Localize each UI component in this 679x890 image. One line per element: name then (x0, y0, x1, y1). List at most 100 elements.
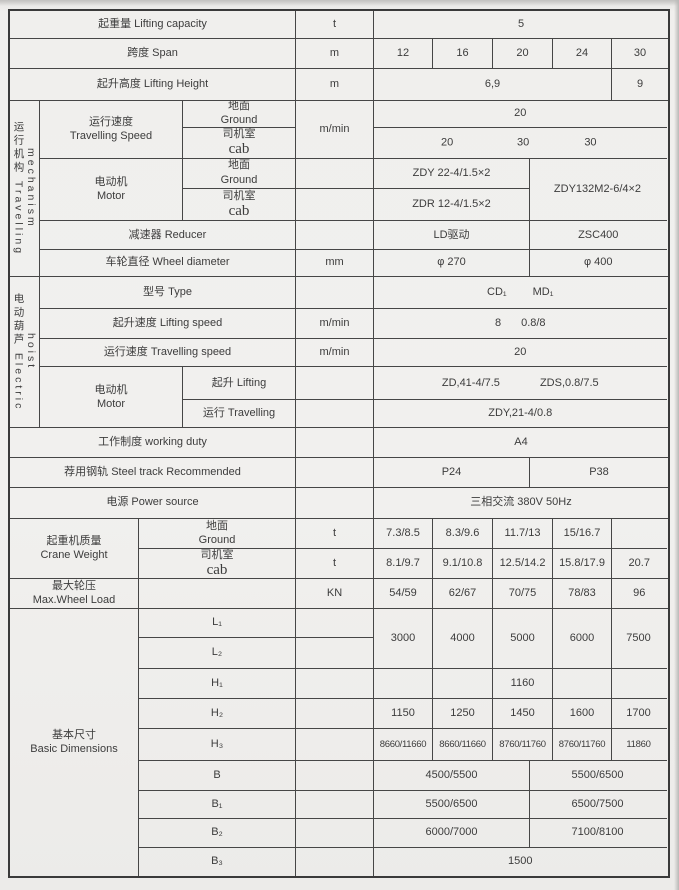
row-travel-motor-group: 电动机 Motor 地面 Ground 司机室 cab (40, 158, 667, 222)
motor-cab-unit-empty (296, 189, 373, 221)
row-hoist-lifting-speed: 起升速度 Lifting speed m/min 8 0.8/8 (40, 308, 667, 339)
power-source-label: 电源 Power source (10, 488, 296, 518)
dim-h1-value (553, 669, 612, 698)
dim-h3-value: 8760/11760 (493, 729, 553, 760)
row-reducer: 减速器 Reducer LD驱动 ZSC400 (40, 221, 667, 251)
row-span: 跨度 Span m 12 16 20 24 30 (10, 39, 668, 69)
dim-b2-value-2: 7100/8100 (571, 826, 624, 839)
crane-weight-ground-en: Ground (198, 534, 236, 546)
max-wheel-load-unit: KN (296, 579, 374, 608)
basic-dimensions-label-en: Basic Dimensions (30, 743, 118, 755)
speed-cab-value: 20 (441, 135, 454, 148)
dim-b-value-2: 5500/6500 (571, 768, 624, 781)
dim-h2-value: 1600 (553, 699, 612, 728)
crane-weight-label-en: Crane Weight (40, 549, 108, 561)
basic-dimensions-label: 基本尺寸 Basic Dimensions (10, 609, 139, 876)
hoist-motor-travelling-unit-empty (296, 400, 373, 426)
row-wheel-diameter: 车轮直径 Wheel diameter mm φ 270 φ 400 (40, 250, 667, 276)
dim-b3-sublabel: B₃ (139, 848, 296, 876)
hoist-motor-travelling-value: ZDY,21-4/0.8 (488, 406, 553, 419)
lifting-height-unit: m (296, 69, 374, 100)
motor-ground-en: Ground (220, 173, 258, 186)
span-value: 20 (493, 39, 553, 68)
crane-weight-cab-en: cab (206, 561, 228, 578)
row-dim-b1: B₁ 5500/6500 6500/7500 (139, 791, 667, 819)
basic-dimensions-label-zh: 基本尺寸 (52, 728, 96, 741)
crane-weight-ground-value: 11.7/13 (493, 519, 553, 549)
hoist-motor-lifting-unit-empty (296, 367, 373, 401)
hoist-motor-label-en: Motor (96, 397, 126, 410)
dim-h2-value: 1150 (374, 699, 433, 728)
hoist-motor-label-zh: 电动机 (94, 383, 128, 396)
hoist-motor-lifting-sublabel: 起升 Lifting (183, 367, 295, 401)
motor-cab-en: cab (228, 203, 250, 220)
span-value: 16 (433, 39, 493, 68)
dim-h3-sublabel: H₃ (139, 729, 296, 760)
crane-weight-cab-zh: 司机室 (200, 549, 234, 561)
hoist-motor-travelling-sublabel: 运行 Travelling (202, 406, 276, 419)
hoist-motor-label: 电动机 Motor (40, 367, 183, 427)
steel-track-value-2: P38 (589, 465, 609, 478)
travelling-speed-label-en: Travelling Speed (69, 129, 153, 142)
steel-track-unit-empty (296, 458, 374, 487)
row-dim-l: L₁ L₂ 3000 4000 5000 6000 7500 (139, 609, 667, 669)
row-hoist-motor-group: 电动机 Motor 起升 Lifting 运行 Travelling ZD,41… (40, 367, 667, 427)
row-power-source: 电源 Power source 三相交流 380V 50Hz (10, 488, 668, 519)
row-dim-h1: H₁ 1160 (139, 669, 667, 699)
row-hoist-travelling-speed: 运行速度 Travelling speed m/min 20 (40, 338, 667, 368)
row-working-duty: 工作制度 working duty A4 (10, 428, 668, 458)
row-dim-h3: H₃ 8660/11660 8660/11660 8760/11760 8760… (139, 729, 667, 761)
power-source-unit-empty (296, 488, 374, 518)
speed-ground-zh: 地面 (228, 101, 250, 113)
dim-h2-sublabel: H₂ (139, 699, 296, 728)
crane-weight-cab-value: 8.1/9.7 (374, 549, 433, 578)
hoist-lifting-speed-unit: m/min (296, 308, 374, 338)
dim-l-value: 6000 (553, 609, 612, 668)
crane-weight-ground-unit: t (296, 519, 373, 549)
crane-weight-ground-value (612, 519, 667, 549)
row-dim-h2: H₂ 1150 1250 1450 1600 1700 (139, 699, 667, 729)
crane-weight-ground-value: 7.3/8.5 (374, 519, 433, 549)
speed-cab-values: 20 30 30 (374, 128, 667, 158)
span-value: 12 (374, 39, 433, 68)
hoist-type-value-md: MD₁ (532, 285, 554, 298)
lifting-height-label: 起升高度 Lifting Height (10, 69, 296, 100)
section-basic-dimensions: 基本尺寸 Basic Dimensions L₁ L₂ 3000 4000 50… (10, 609, 668, 876)
dim-b2-value-1: 6000/7000 (374, 819, 530, 847)
crane-spec-table: 起重量 Lifting capacity t 5 跨度 Span m 12 16… (8, 9, 670, 878)
lifting-height-main: 6,9 (374, 69, 612, 100)
section-travelling-mechanism: 运行机构 Travelling mechanism 运行速度 Travellin… (10, 101, 668, 277)
span-value: 30 (633, 46, 647, 59)
reducer-label: 减速器 Reducer (40, 221, 296, 250)
hoist-lifting-speed-v1: 8 (494, 316, 502, 329)
speed-cab-sublabel: 司机室 cab (183, 128, 295, 158)
travelling-speed-unit: m/min (296, 101, 374, 158)
span-value: 24 (553, 39, 612, 68)
lifting-height-last: 9 (636, 77, 644, 90)
speed-cab-value: 30 (517, 135, 530, 148)
row-max-wheel-load: 最大轮压 Max.Wheel Load KN 54/59 62/67 70/75… (10, 579, 668, 609)
dim-b3-value: 1500 (508, 855, 533, 868)
speed-ground-value: 20 (374, 101, 667, 128)
lifting-capacity-label: 起重量 Lifting capacity (10, 11, 296, 38)
travel-motor-label-zh: 电动机 (94, 175, 128, 188)
hoist-motor-lifting-v2: ZDS,0.8/7.5 (539, 376, 599, 389)
motor-cab-value: ZDR 12-4/1.5×2 (412, 197, 491, 210)
max-wheel-load-value: 62/67 (433, 579, 493, 608)
max-wheel-load-value: 78/83 (553, 579, 612, 608)
travel-motor-label-en: Motor (96, 189, 126, 202)
crane-weight-cab-value: 9.1/10.8 (433, 549, 493, 578)
dim-h1-value (374, 669, 433, 698)
lifting-capacity-unit: t (296, 11, 374, 38)
row-lifting-height: 起升高度 Lifting Height m 6,9 9 (10, 69, 668, 101)
crane-weight-cab-value: 20.7 (628, 556, 650, 569)
motor-cab-sublabel: 司机室 cab (183, 189, 295, 221)
travelling-speed-label-zh: 运行速度 (89, 115, 133, 128)
hoist-type-label: 型号 Type (40, 277, 296, 308)
dim-h3-unit-empty (296, 729, 374, 760)
travel-motor-label: 电动机 Motor (40, 158, 183, 221)
speed-cab-value: 30 (584, 135, 597, 148)
hoist-travelling-speed-unit: m/min (296, 338, 374, 367)
dim-h2-value: 1700 (626, 706, 651, 719)
dim-h2-value: 1450 (493, 699, 553, 728)
